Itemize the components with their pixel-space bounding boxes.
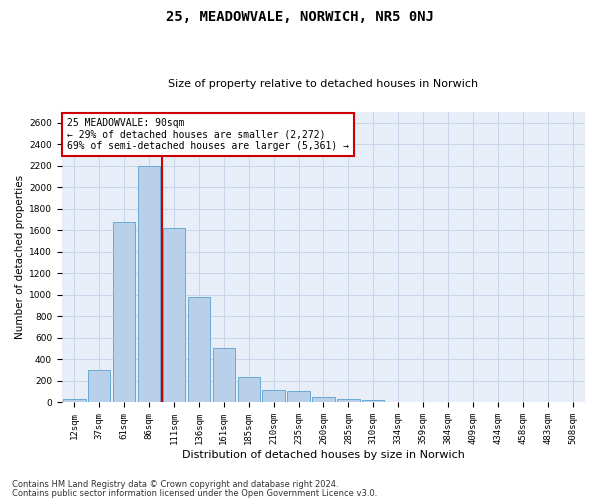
Text: Contains HM Land Registry data © Crown copyright and database right 2024.: Contains HM Land Registry data © Crown c… xyxy=(12,480,338,489)
Text: Contains public sector information licensed under the Open Government Licence v3: Contains public sector information licen… xyxy=(12,489,377,498)
Bar xyxy=(188,297,210,403)
Text: 25, MEADOWVALE, NORWICH, NR5 0NJ: 25, MEADOWVALE, NORWICH, NR5 0NJ xyxy=(166,10,434,24)
Bar xyxy=(138,166,160,402)
Bar xyxy=(113,222,136,402)
Bar xyxy=(262,390,285,402)
Bar xyxy=(362,400,385,402)
Bar xyxy=(88,370,110,402)
Bar xyxy=(212,348,235,403)
Bar xyxy=(163,228,185,402)
Text: 25 MEADOWVALE: 90sqm
← 29% of detached houses are smaller (2,272)
69% of semi-de: 25 MEADOWVALE: 90sqm ← 29% of detached h… xyxy=(67,118,349,151)
Bar xyxy=(238,376,260,402)
Bar xyxy=(63,399,86,402)
Title: Size of property relative to detached houses in Norwich: Size of property relative to detached ho… xyxy=(169,79,479,89)
X-axis label: Distribution of detached houses by size in Norwich: Distribution of detached houses by size … xyxy=(182,450,465,460)
Bar xyxy=(287,390,310,402)
Y-axis label: Number of detached properties: Number of detached properties xyxy=(15,175,25,340)
Bar xyxy=(337,399,359,402)
Bar xyxy=(312,397,335,402)
